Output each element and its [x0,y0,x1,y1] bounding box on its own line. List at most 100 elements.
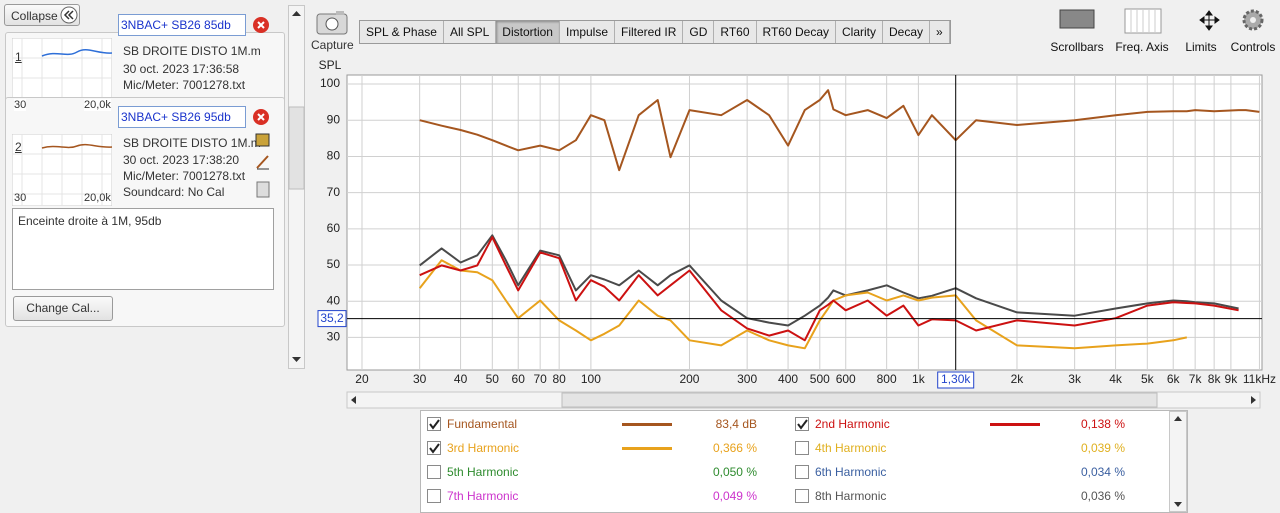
x-tick-label: 8k [1208,372,1222,386]
measurement-name[interactable]: 3NBAC+ SB26 95db 1M [118,106,246,128]
x-tick-label: 80 [552,372,566,386]
x-tick-label: 200 [679,372,699,386]
tab[interactable]: RT60 Decay [757,21,836,43]
x-tick-label: 3k [1068,372,1082,386]
legend-swatch [622,447,672,450]
check-mark [429,443,440,454]
card-icons[interactable] [254,130,272,202]
x-tick-label: 30 [413,372,427,386]
y-tick-label: 70 [327,185,341,199]
x-tick-label: 100 [581,372,601,386]
legend-reading: 83,4 dB [715,417,757,431]
tool-icons[interactable] [1055,6,1275,36]
tab[interactable]: RT60 [714,21,757,43]
legend-reading: 0,036 % [1080,489,1125,503]
checkbox[interactable] [427,441,441,455]
x-tick-label: 50 [486,372,500,386]
measurement-name[interactable]: 3NBAC+ SB26 85db 1M [118,14,246,36]
y-tick-label: 30 [327,330,341,344]
x-tick-label: 400 [778,372,798,386]
x-tick-label: 40 [454,372,468,386]
date: 30 oct. 2023 17:38:20 [123,153,240,167]
collapse-label: Collapse [11,9,58,23]
x-tick-label: 60 [512,372,526,386]
tab[interactable]: GD [683,21,715,43]
tab[interactable]: Decay [883,21,931,43]
tab[interactable]: Filtered IR [615,21,684,43]
cursor-x-box [937,371,975,389]
tool-label[interactable]: Scrollbars [1050,40,1104,54]
tab[interactable]: Clarity [836,21,884,43]
checkbox[interactable] [795,441,809,455]
tool-label[interactable]: Controls [1230,40,1276,54]
tab[interactable]: SPL & Phase [360,21,444,43]
legend-name[interactable]: 2nd Harmonic [815,417,890,431]
series-line [419,234,1239,327]
y-tick-label: 60 [327,221,341,235]
legend-name[interactable]: 7th Harmonic [447,489,519,503]
check-path [797,419,808,430]
tab[interactable]: All SPL [444,21,497,43]
check-path [429,419,440,430]
series-line [418,259,1188,350]
y-tick-label: 40 [327,293,341,307]
cursor-x-label: 1,30k [941,372,971,386]
legend-panel: Fundamental 83,4 dB 2nd Harmonic 0,138 % 3rd… [420,410,1188,513]
tab[interactable]: Impulse [560,21,616,43]
checkbox[interactable] [795,465,809,479]
date: 30 oct. 2023 17:36:58 [123,62,240,76]
checkbox[interactable] [795,489,809,503]
legend-reading: 0,366 % [712,441,757,455]
thumbnail-2 [12,134,112,206]
measurement-index: 2 [15,140,22,154]
legend-name[interactable]: Fundamental [447,417,518,431]
change-cal-button[interactable]: Change Cal... [13,296,113,321]
checkbox[interactable] [795,417,809,431]
x-tick-label: 2k [1011,372,1025,386]
legend-swatch [622,423,672,426]
soundcard: Soundcard: No Cal [123,185,225,199]
y-tick-label: 50 [327,257,341,271]
file-name: SB DROITE DISTO 1M.m [123,44,261,58]
cursor-y-box [317,310,347,328]
x-tick-label: 70 [533,372,547,386]
remove-icon[interactable] [252,16,270,34]
checkbox[interactable] [427,465,441,479]
thumb-min: 30 [14,192,27,204]
series-line [419,236,1239,342]
tab[interactable]: » [930,21,950,43]
x-tick-label: 20 [355,372,369,386]
plot-area [346,74,1263,371]
y-tick-label: 100 [320,76,340,90]
capture-label[interactable]: Capture [311,38,354,52]
legend-scrollbar[interactable] [1169,411,1187,512]
legend-reading: 0,034 % [1080,465,1125,479]
legend-name[interactable]: 4th Harmonic [815,441,887,455]
x-tick-label: 11kHz [1243,372,1276,386]
checkbox[interactable] [427,417,441,431]
tool-label[interactable]: Limits [1185,40,1217,54]
legend-name[interactable]: 5th Harmonic [447,465,519,479]
legend-name[interactable]: 3rd Harmonic [447,441,520,455]
checkbox[interactable] [427,489,441,503]
cursor-y-label: 35,2 [320,311,344,325]
legend-name[interactable]: 6th Harmonic [815,465,887,479]
legend-name[interactable]: 8th Harmonic [815,489,887,503]
tab[interactable]: Distortion [496,21,560,43]
capture-icon[interactable] [316,9,348,35]
series-line [419,89,1260,172]
x-tick-label: 1k [912,372,926,386]
v-scrollbar[interactable] [288,5,306,369]
file-name: SB DROITE DISTO 1M.m [123,136,261,150]
collapse-button[interactable]: Collapse [4,4,80,26]
mic: Mic/Meter: 7001278.txt [123,169,246,183]
h-scroll-thumb[interactable] [561,392,1158,408]
y-axis-label: SPL [319,58,342,72]
y-tick-label: 80 [327,149,341,163]
mic: Mic/Meter: 7001278.txt [123,78,246,92]
tool-label[interactable]: Freq. Axis [1115,40,1169,54]
x-tick-label: 800 [877,372,897,386]
notes[interactable]: Enceinte droite à 1M, 95db [12,208,274,290]
remove-icon[interactable] [252,108,270,126]
